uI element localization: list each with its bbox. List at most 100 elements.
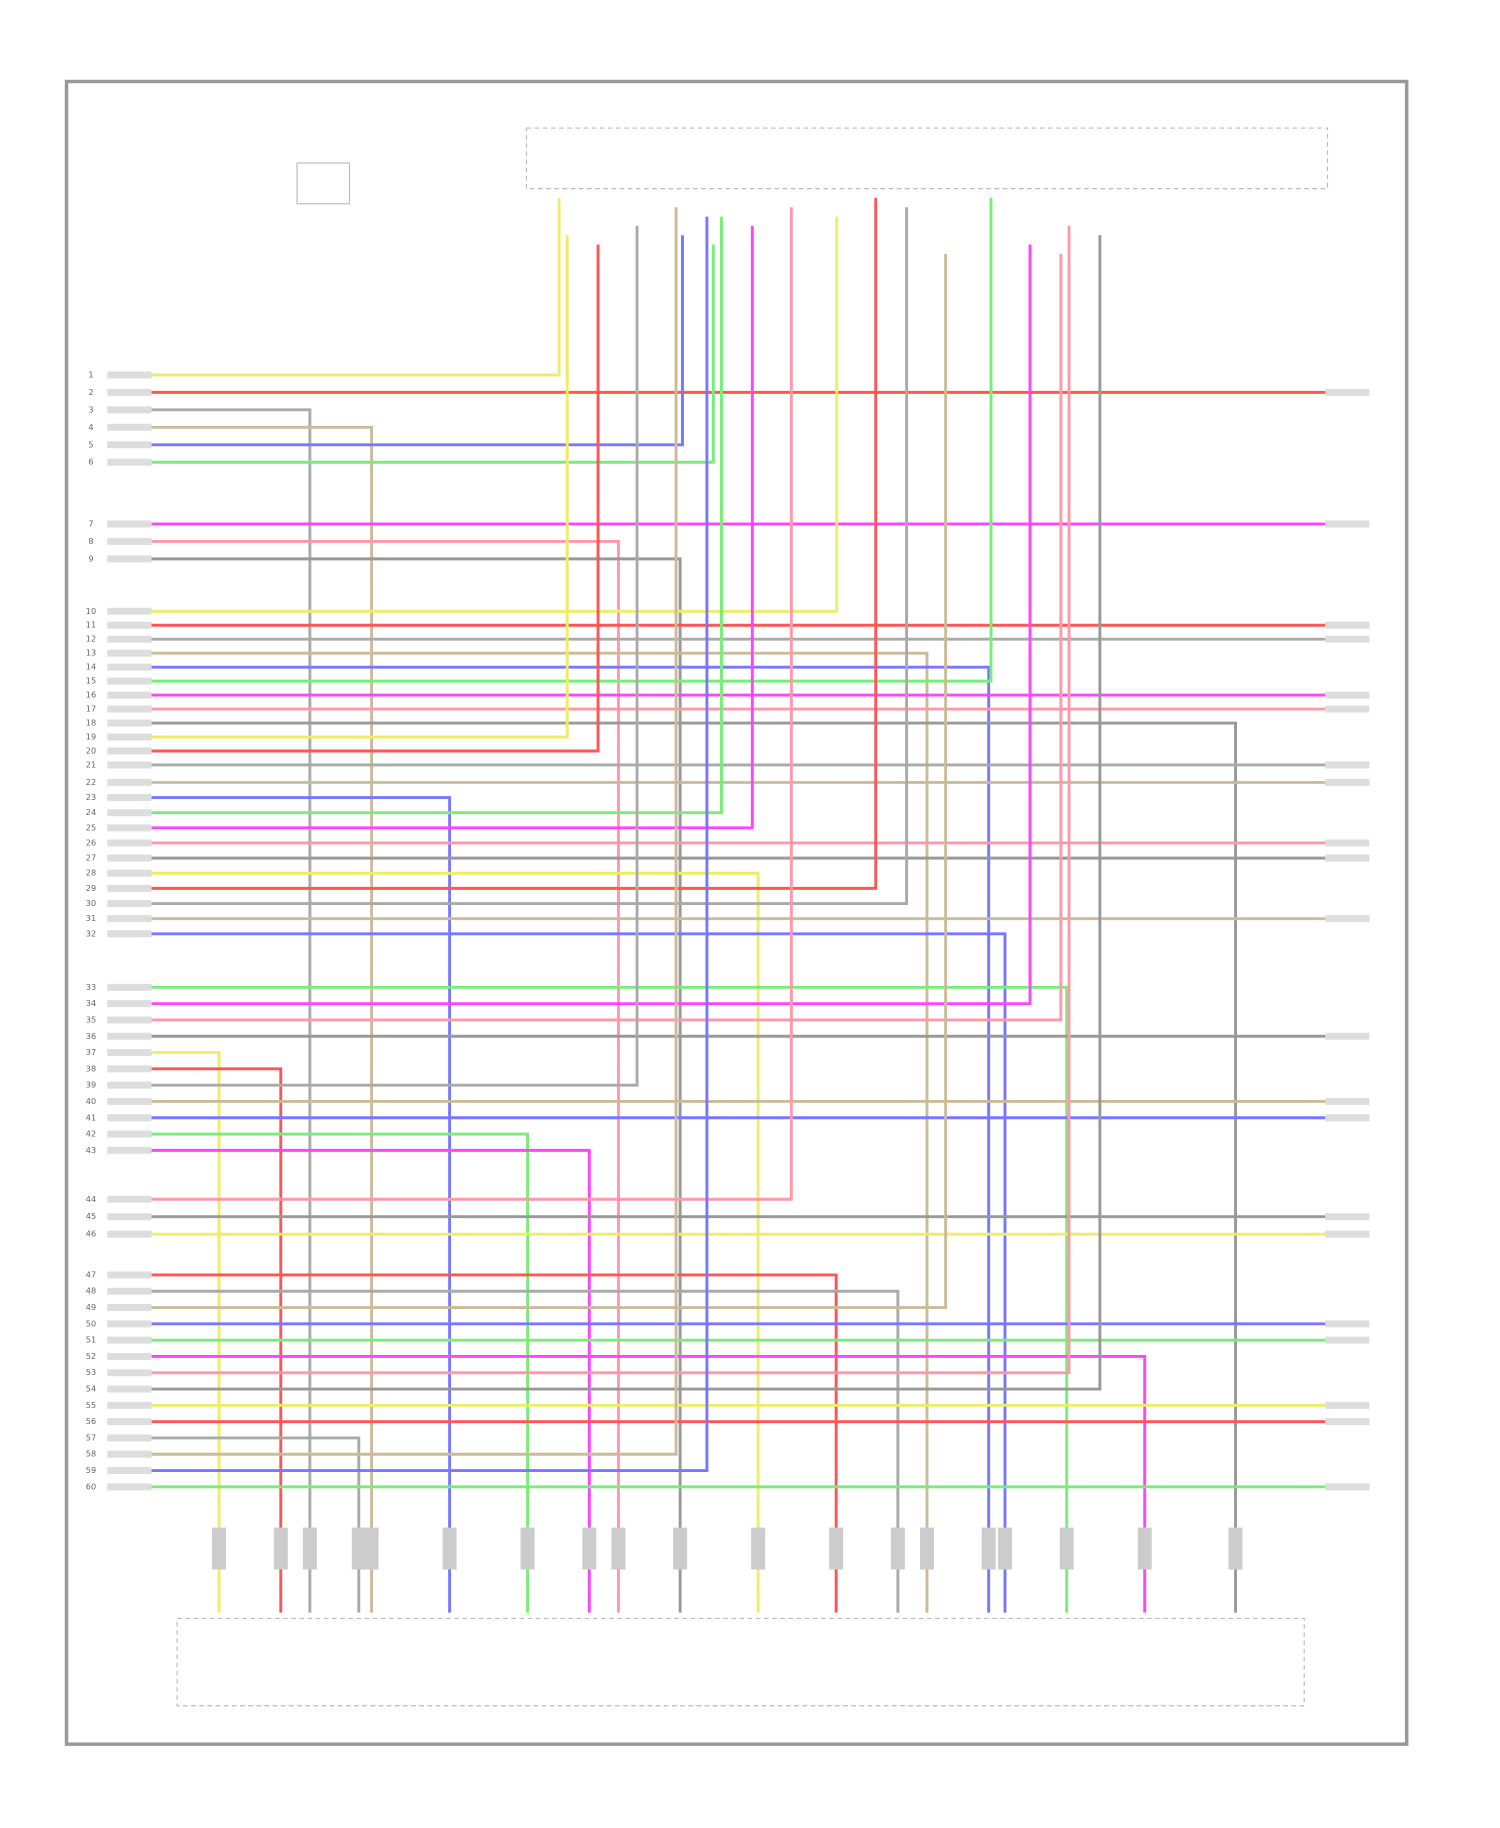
wire-label	[107, 1271, 152, 1279]
wire	[151, 253, 1063, 1022]
wire-label	[107, 719, 152, 727]
pin-number: 57	[86, 1432, 96, 1442]
wire-label	[107, 1467, 152, 1475]
wire-label	[1325, 705, 1370, 713]
wire	[151, 207, 793, 1201]
wire	[151, 197, 993, 683]
splice	[351, 1527, 366, 1570]
wire-label	[107, 869, 152, 877]
pin-number: 22	[86, 777, 96, 787]
wire-label	[107, 406, 152, 414]
wire	[151, 1354, 1147, 1613]
wire	[151, 216, 839, 613]
wire	[151, 539, 620, 1613]
splice	[751, 1527, 766, 1570]
pin-number: 48	[86, 1286, 96, 1296]
wire	[151, 225, 639, 1087]
wire-label	[107, 1434, 152, 1442]
splice	[919, 1527, 934, 1570]
wire-label	[107, 1401, 152, 1409]
wire-label	[107, 983, 152, 991]
pin-number: 28	[86, 868, 96, 878]
wire-label	[1325, 1418, 1370, 1426]
wire-label	[1325, 915, 1370, 923]
wire-label	[107, 1016, 152, 1024]
wire-label	[107, 441, 152, 449]
pin-number: 6	[88, 457, 93, 467]
wire	[151, 665, 991, 1613]
splice	[829, 1527, 844, 1570]
pin-number: 51	[86, 1335, 96, 1345]
wire-label	[107, 1450, 152, 1458]
pin-number: 32	[86, 928, 96, 938]
wire-label	[1325, 1032, 1370, 1040]
wire-label	[107, 1352, 152, 1360]
wire	[151, 1273, 838, 1613]
splice	[998, 1527, 1012, 1570]
wire-label	[107, 537, 152, 545]
wire-label	[107, 900, 152, 908]
splice	[273, 1527, 288, 1570]
wire-label	[107, 809, 152, 817]
pin-number: 58	[86, 1449, 96, 1459]
wire	[151, 985, 1069, 1613]
wire-label	[107, 555, 152, 563]
pin-number: 47	[86, 1269, 96, 1279]
pin-number: 36	[86, 1031, 96, 1041]
wire	[151, 721, 1237, 1613]
splice	[890, 1527, 905, 1570]
wire	[151, 244, 1032, 1006]
wire-label	[107, 1081, 152, 1089]
pin-labels: 1234567891011121314151617181920212223242…	[86, 369, 152, 1491]
pin-number: 26	[86, 837, 96, 847]
top-connector	[525, 127, 1329, 190]
pin-number: 54	[86, 1384, 96, 1394]
wire-label	[1325, 1483, 1370, 1491]
wire-label	[107, 1230, 152, 1238]
splice	[442, 1527, 457, 1570]
pin-number: 29	[86, 883, 96, 893]
pin-number: 19	[86, 732, 96, 742]
wire-label	[107, 794, 152, 802]
pin-number: 25	[86, 822, 96, 832]
wire-label	[1325, 1230, 1370, 1238]
wire	[151, 871, 760, 1613]
wire-label	[107, 733, 152, 741]
wire-label	[107, 1483, 152, 1491]
splice	[673, 1527, 688, 1570]
wire	[151, 197, 561, 377]
wire-label	[1325, 621, 1370, 629]
wire-label	[107, 635, 152, 643]
wire-label	[107, 1000, 152, 1008]
splice	[1137, 1527, 1152, 1570]
wire-label	[107, 371, 152, 379]
pin-number: 16	[86, 690, 96, 700]
wire-label	[107, 854, 152, 862]
wire	[151, 235, 1102, 1391]
wire-label	[1325, 635, 1370, 643]
wires	[151, 197, 1370, 1613]
wire-label	[107, 1287, 152, 1295]
wire-label	[107, 1065, 152, 1073]
wire-label	[107, 458, 152, 466]
wire-label	[107, 1195, 152, 1203]
wire-label	[107, 1213, 152, 1221]
pin-number: 1	[88, 369, 93, 379]
wire	[151, 235, 569, 739]
pin-number: 40	[86, 1096, 96, 1106]
wire-label	[107, 915, 152, 923]
wire-label	[1325, 691, 1370, 699]
wire-label	[107, 761, 152, 769]
pin-number: 7	[88, 518, 93, 528]
sensor-box	[296, 162, 351, 205]
pin-number: 50	[86, 1318, 96, 1328]
splice	[1228, 1527, 1243, 1570]
splice	[981, 1527, 996, 1570]
splice	[364, 1527, 379, 1570]
wire-label	[107, 1336, 152, 1344]
splice	[611, 1527, 626, 1570]
wire-label	[107, 705, 152, 713]
wire	[151, 207, 678, 1456]
pin-number: 8	[88, 536, 93, 546]
wire-label	[107, 663, 152, 671]
